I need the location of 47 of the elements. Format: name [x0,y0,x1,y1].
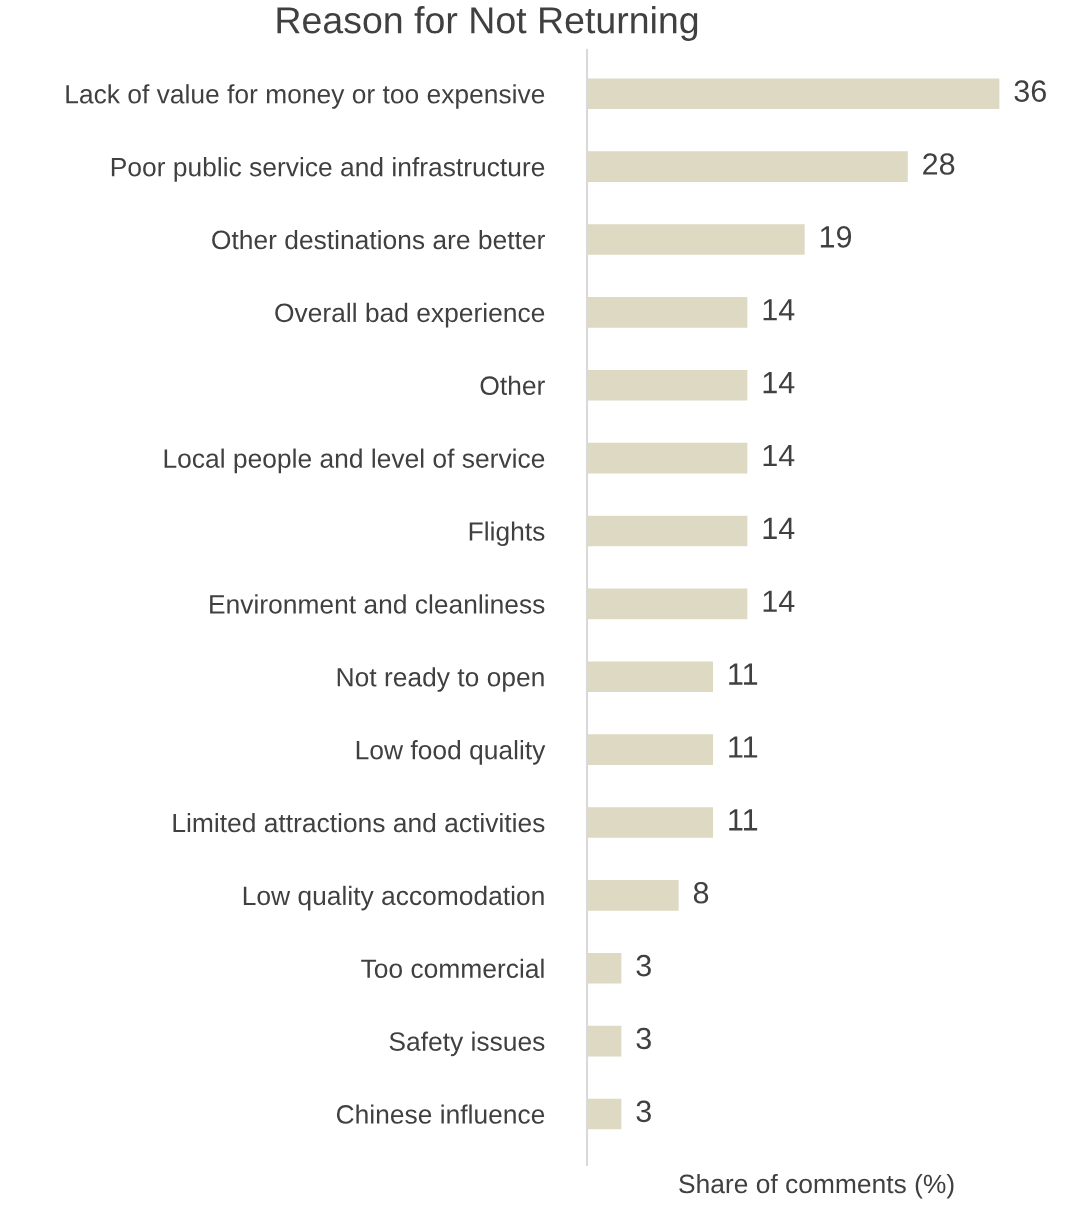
data-label: 8 [693,881,709,904]
bar [587,442,748,474]
y-tick-label: Too commercial [361,958,544,979]
bar [587,807,714,838]
y-tick-label: Flights [469,521,545,547]
bar [587,151,908,182]
data-label: 14 [763,372,795,394]
bar [587,78,1000,110]
data-label: 11 [729,736,758,758]
y-tick-label: Environment and cleanliness [210,594,545,614]
y-tick-label: Low food quality [356,740,546,765]
data-label: 3 [636,1100,651,1123]
y-tick-label: Other destinations are better [212,229,545,250]
data-label: 19 [820,226,852,248]
y-tick-label: Chinese influence [336,1104,545,1124]
y-tick-label: Local people and level of service [164,448,545,474]
data-label: 14 [763,590,795,612]
data-label: 3 [636,1027,651,1050]
bar [587,1025,622,1057]
bar [587,515,748,547]
data-label: 11 [729,809,758,831]
y-tick-label: Safety issues [389,1031,545,1057]
bar [587,880,679,911]
y-tick-label: Not ready to open [337,667,544,692]
y-tick-label: Poor public service and infrastructure [111,157,545,182]
bar [587,661,714,693]
bar [587,1098,622,1130]
chart-title: Reason for Not Returning [277,6,698,41]
bar [587,369,748,401]
data-label: 14 [763,444,795,467]
bar [587,588,748,620]
data-label: 14 [763,299,795,321]
y-tick-label: Limited attractions and activities [173,812,545,833]
data-label: 14 [763,517,795,539]
y-tick-label: Lack of value for money or too expensive [66,84,545,109]
bar [587,952,622,984]
data-label: 3 [636,954,651,977]
y-tick-label: Other [480,375,545,396]
data-label: 36 [1014,80,1046,102]
data-label: 11 [729,663,758,685]
bar [587,297,748,328]
x-axis-title: Share of comments (%) [679,1173,954,1199]
y-tick-label: Low quality accomodation [243,885,544,911]
data-label: 28 [923,153,955,175]
bar [587,734,714,765]
bar [587,224,805,255]
y-tick-label: Overall bad experience [275,302,545,328]
